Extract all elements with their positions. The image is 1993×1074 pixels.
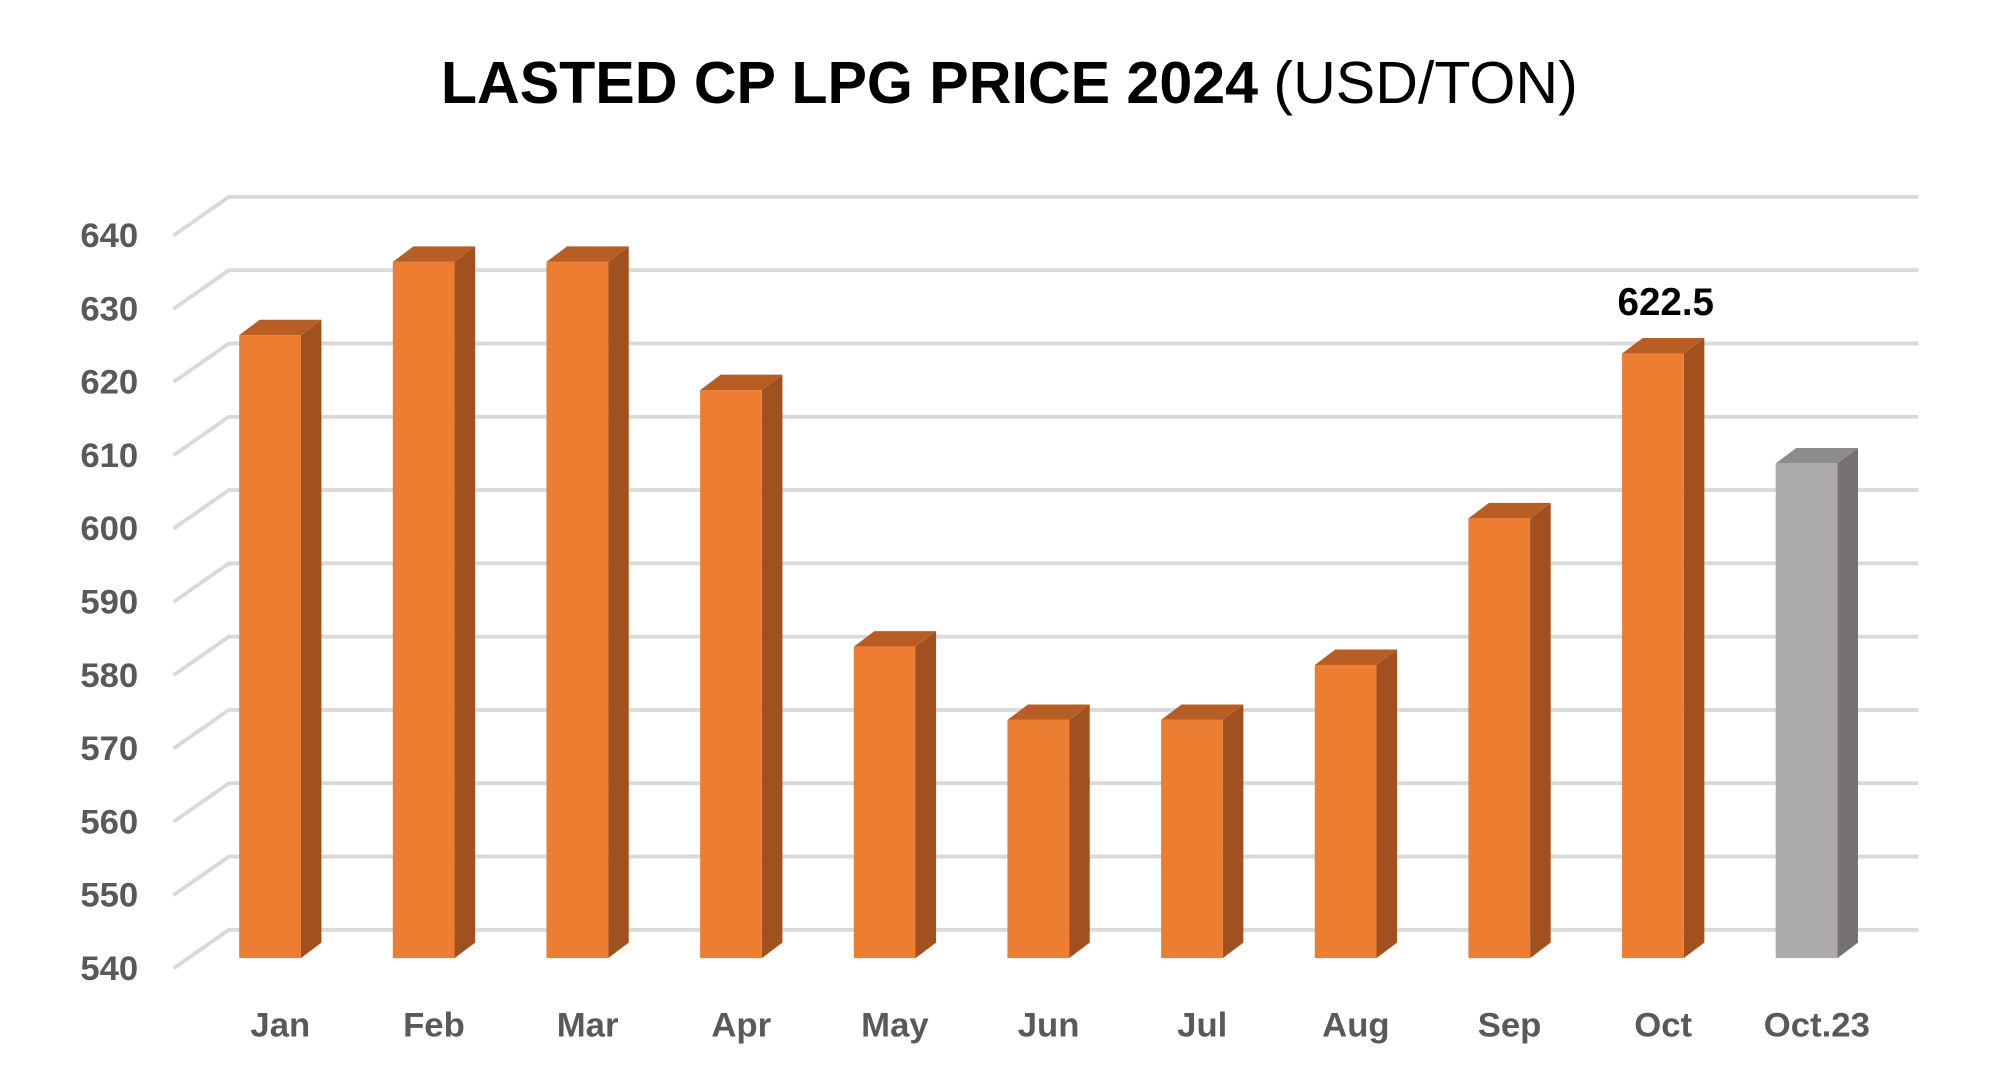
gridline <box>172 488 1919 531</box>
y-axis: 540 550 560 570 580 590 600 610 620 630 640 <box>80 217 138 988</box>
bar-top <box>700 374 783 391</box>
y-tick-label: 540 <box>80 950 138 988</box>
y-tick-label: 610 <box>80 437 138 475</box>
bar-side <box>1683 338 1705 959</box>
bar-oct <box>1622 338 1705 959</box>
bar-front <box>853 646 916 959</box>
y-tick-label: 590 <box>80 584 138 622</box>
bar-sep <box>1468 502 1551 959</box>
bar-jun <box>1007 704 1090 959</box>
bar-apr <box>700 374 783 959</box>
x-tick-label: Aug <box>1322 1007 1389 1045</box>
y-tick-label: 570 <box>80 730 138 768</box>
bar-top <box>392 246 476 262</box>
x-tick-label: Sep <box>1478 1007 1542 1045</box>
gridline <box>172 341 1919 384</box>
x-tick-label: Jun <box>1018 1007 1080 1045</box>
bar-top <box>1007 704 1090 720</box>
bar-jan <box>239 319 322 959</box>
x-tick-label: Feb <box>403 1007 465 1045</box>
bar-side <box>608 246 629 959</box>
x-tick-label: Jan <box>250 1007 310 1045</box>
x-axis: Jan Feb Mar Apr May Jun Jul Aug Sep Oct Oct.23 <box>250 1007 1869 1045</box>
gridline <box>172 634 1919 677</box>
bar-top <box>1622 338 1705 354</box>
gridlines <box>172 194 1919 970</box>
bar-side <box>1069 704 1090 959</box>
bar-side <box>915 631 937 959</box>
bar-front <box>1775 463 1838 959</box>
x-tick-label: May <box>861 1007 929 1045</box>
bar-side <box>761 374 783 959</box>
data-label: 622.5 <box>1618 281 1715 324</box>
bar-top <box>239 319 322 336</box>
bar-front <box>1007 719 1070 959</box>
bar-top <box>853 631 937 647</box>
bar-side <box>1837 447 1858 959</box>
bar-front <box>239 335 301 959</box>
bar-jul <box>1161 704 1244 959</box>
bar-top <box>1161 704 1244 720</box>
bar-side <box>454 246 476 959</box>
bar-side <box>1530 502 1551 959</box>
bar-side <box>1376 649 1398 959</box>
y-tick-label: 600 <box>80 510 138 548</box>
bar-top <box>546 246 629 262</box>
data-labels: 622.5 <box>1618 281 1715 324</box>
gridline <box>172 414 1919 457</box>
bar-mar <box>546 246 629 959</box>
chart-title-main: LASTED CP LPG PRICE 2024 <box>441 49 1258 116</box>
bar-front <box>546 261 609 959</box>
bar-side <box>1222 704 1244 959</box>
x-tick-label: Apr <box>711 1007 771 1045</box>
y-tick-label: 550 <box>80 877 138 915</box>
bar-may <box>853 631 937 959</box>
bar-feb <box>392 246 476 959</box>
y-tick-label: 630 <box>80 290 138 328</box>
y-tick-label: 620 <box>80 364 138 402</box>
x-tick-label: Oct.23 <box>1764 1007 1870 1045</box>
bar-front <box>1622 353 1684 959</box>
chart-title: LASTED CP LPG PRICE 2024 (USD/TON) <box>441 49 1578 116</box>
x-tick-label: Jul <box>1177 1007 1227 1045</box>
bar-oct-23 <box>1775 447 1858 959</box>
bar-top <box>1468 502 1551 519</box>
bars <box>239 246 1858 959</box>
bar-side <box>300 319 322 959</box>
bar-front <box>700 390 762 959</box>
chart-title-unit: (USD/TON) <box>1273 49 1577 116</box>
x-tick-label: Oct <box>1634 1007 1692 1045</box>
y-tick-label: 560 <box>80 803 138 841</box>
bar-front <box>1161 719 1223 959</box>
bar-top <box>1314 649 1398 665</box>
bar-top <box>1775 447 1858 464</box>
bar-front <box>1468 518 1531 959</box>
y-tick-label: 580 <box>80 657 138 695</box>
gridline <box>172 268 1919 311</box>
x-tick-label: Mar <box>557 1007 619 1045</box>
gridline <box>172 194 1919 238</box>
bar-aug <box>1314 649 1398 959</box>
bar-front <box>392 261 455 959</box>
bar-front <box>1314 664 1377 959</box>
gridline <box>172 561 1919 604</box>
y-tick-label: 640 <box>80 217 138 255</box>
